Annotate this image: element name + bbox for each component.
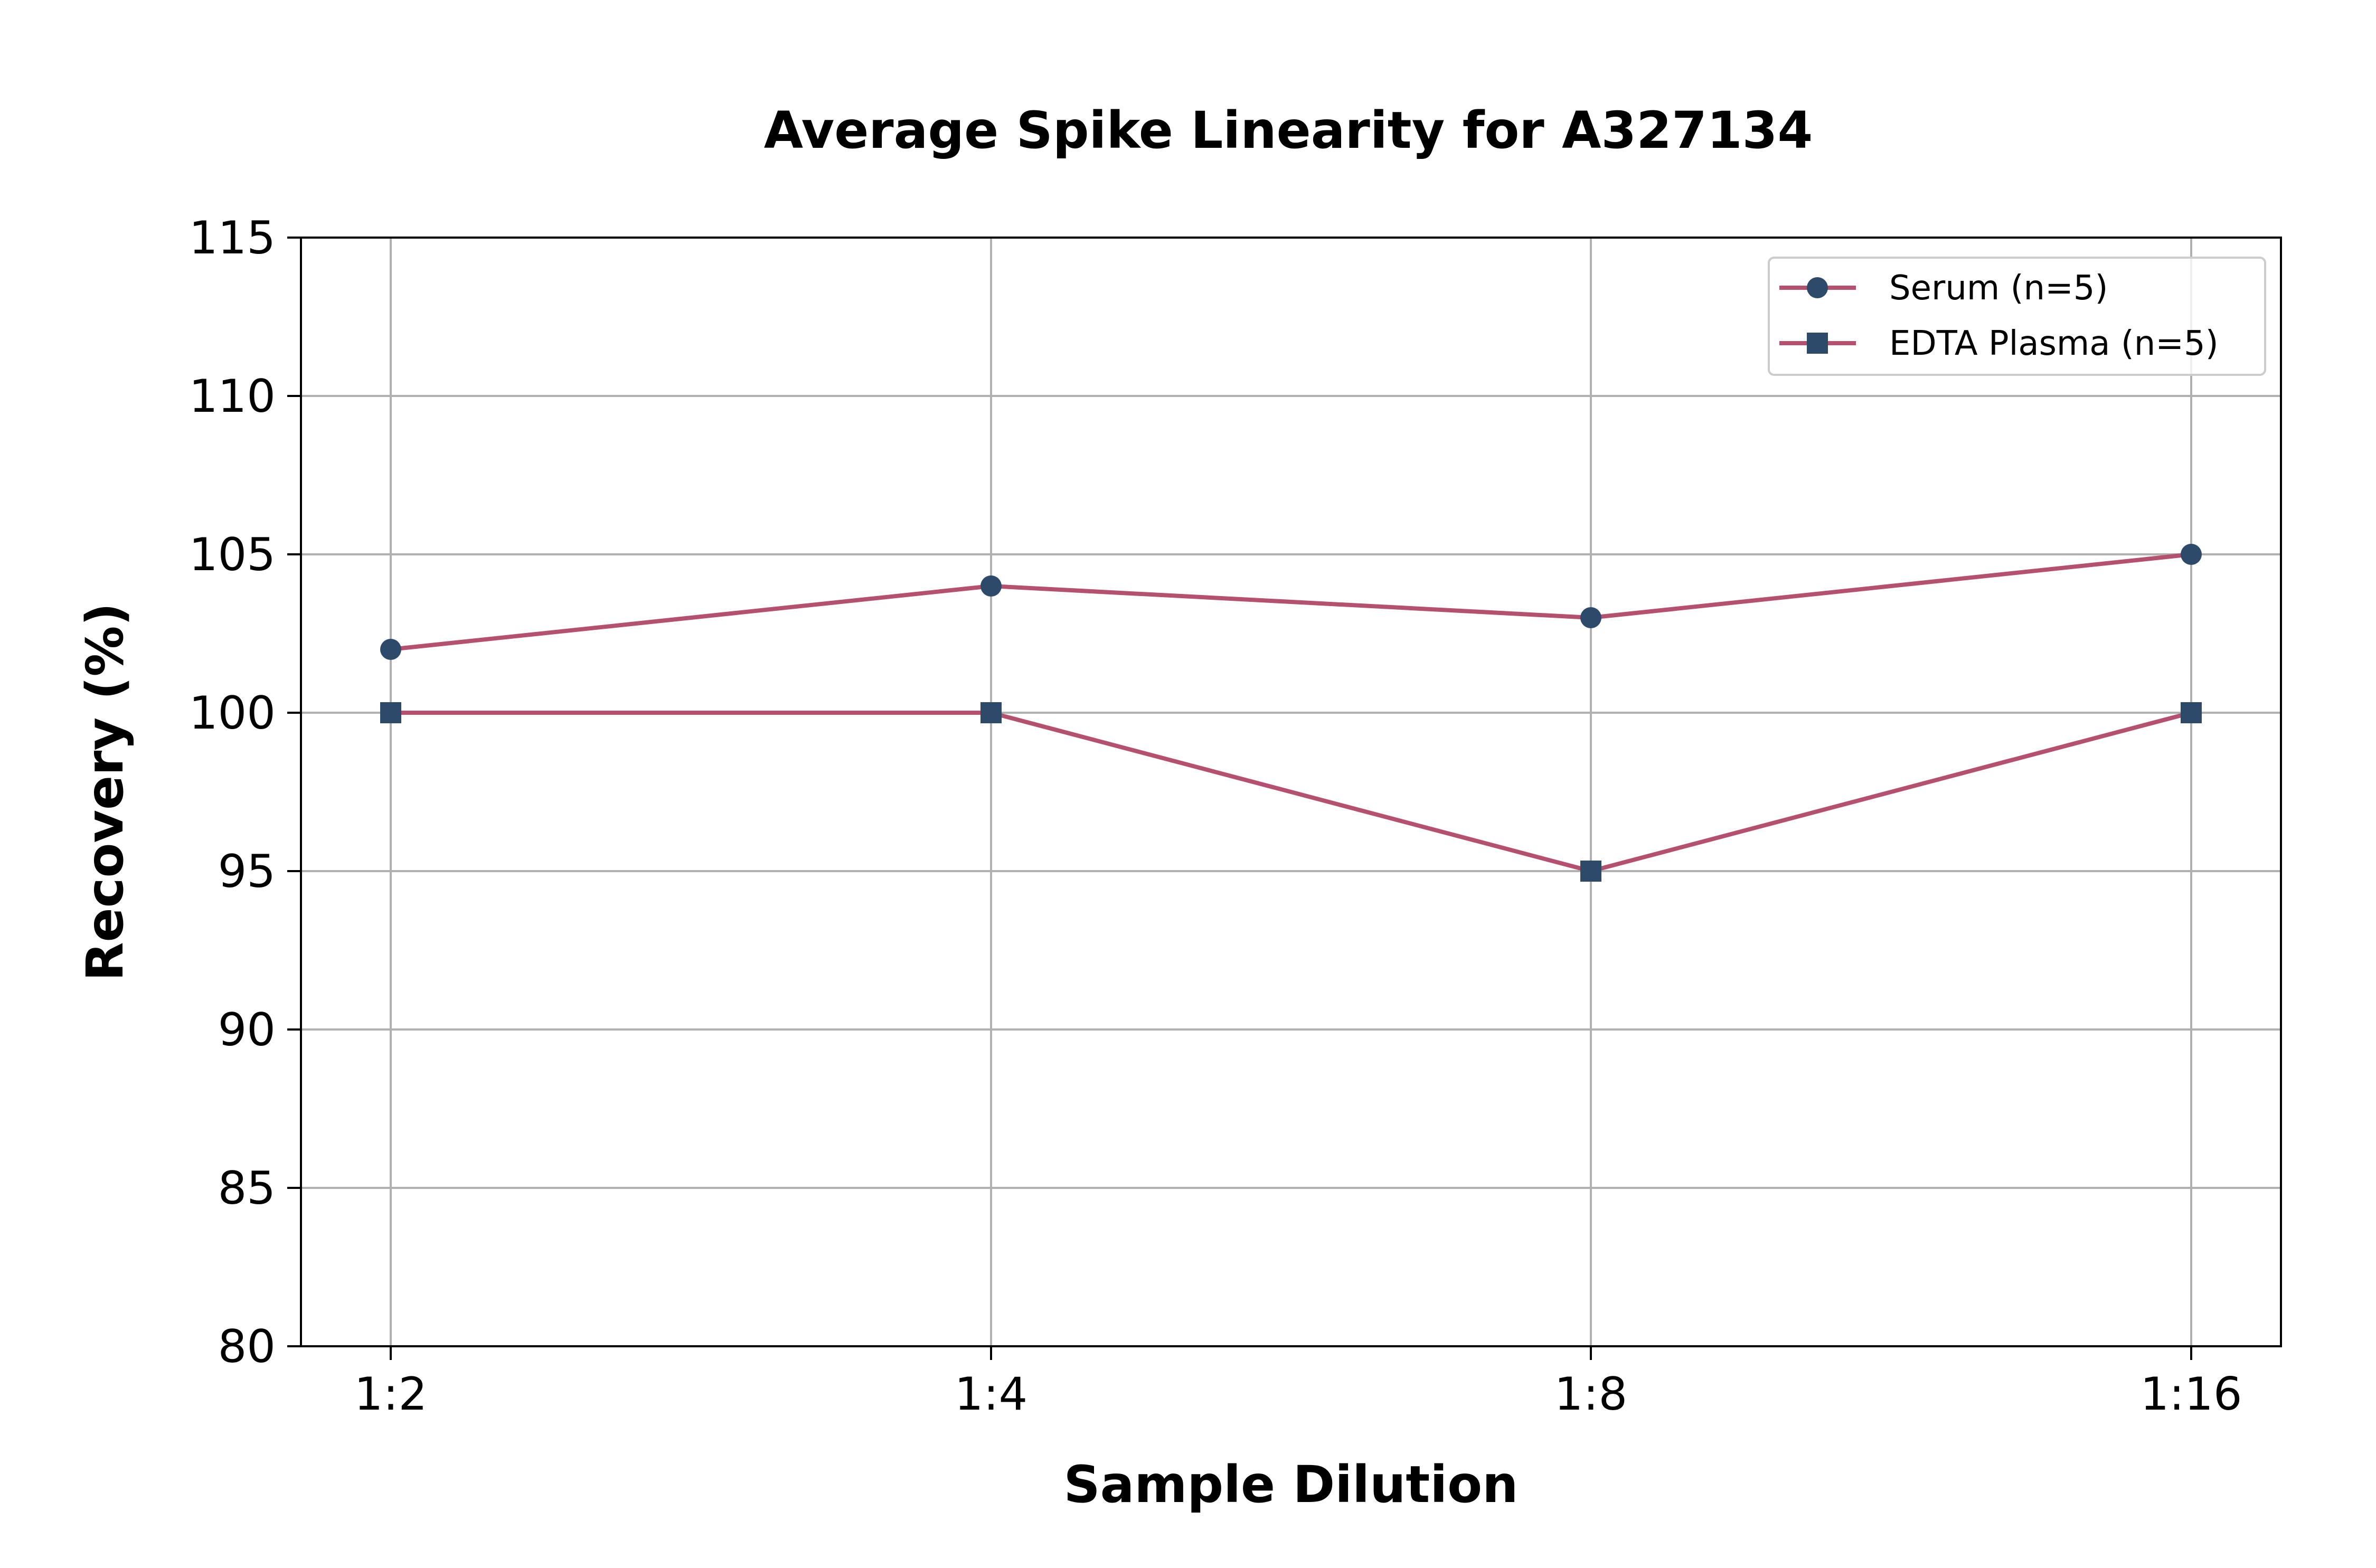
data-point [1580, 861, 1601, 882]
data-point [1580, 607, 1601, 628]
axis-ticks: 80 85 90 95 100 105 110 115 1:2 1:4 1:8 1:16 [189, 212, 2242, 1421]
x-axis-label: Sample Dilution [1063, 1455, 1518, 1514]
y-tick-label: 105 [189, 528, 276, 581]
legend-label: EDTA Plasma (n=5) [1889, 324, 2219, 363]
x-tick-label: 1:16 [2140, 1368, 2242, 1421]
y-tick-label: 100 [189, 687, 276, 740]
data-point [980, 702, 1002, 723]
y-tick-label: 115 [189, 212, 276, 265]
legend-box [1768, 257, 2266, 376]
series-line [390, 552, 2192, 651]
y-tick-label: 110 [189, 370, 276, 423]
y-tick-label: 85 [218, 1162, 276, 1215]
x-tick-label: 1:8 [1554, 1368, 1627, 1421]
series-2 [380, 702, 2202, 882]
data-point [380, 639, 401, 660]
legend-marker [1807, 277, 1828, 298]
data-point [2181, 544, 2202, 565]
x-tick-label: 1:2 [354, 1368, 427, 1421]
legend-item: Serum (n=5) [1779, 269, 2108, 308]
series-1 [380, 544, 2202, 660]
data-point [380, 702, 401, 723]
x-tick-label: 1:4 [955, 1368, 1027, 1421]
data-point [2181, 702, 2202, 723]
legend-marker [1807, 333, 1828, 354]
chart-title: Average Spike Linearity for A327134 [764, 101, 1813, 160]
y-tick-label: 95 [218, 845, 276, 898]
y-tick-label: 80 [218, 1320, 276, 1373]
grid-lines [301, 237, 2281, 1347]
legend-item: EDTA Plasma (n=5) [1779, 324, 2219, 363]
legend-label: Serum (n=5) [1889, 269, 2108, 308]
y-axis-label: Recovery (%) [76, 603, 135, 981]
plot-frame [300, 237, 2282, 1347]
series-line [391, 711, 2192, 873]
legend: Serum (n=5) EDTA Plasma (n=5) [1768, 257, 2266, 376]
series-group [380, 544, 2202, 882]
y-tick-label: 90 [218, 1004, 276, 1056]
data-point [980, 575, 1002, 597]
